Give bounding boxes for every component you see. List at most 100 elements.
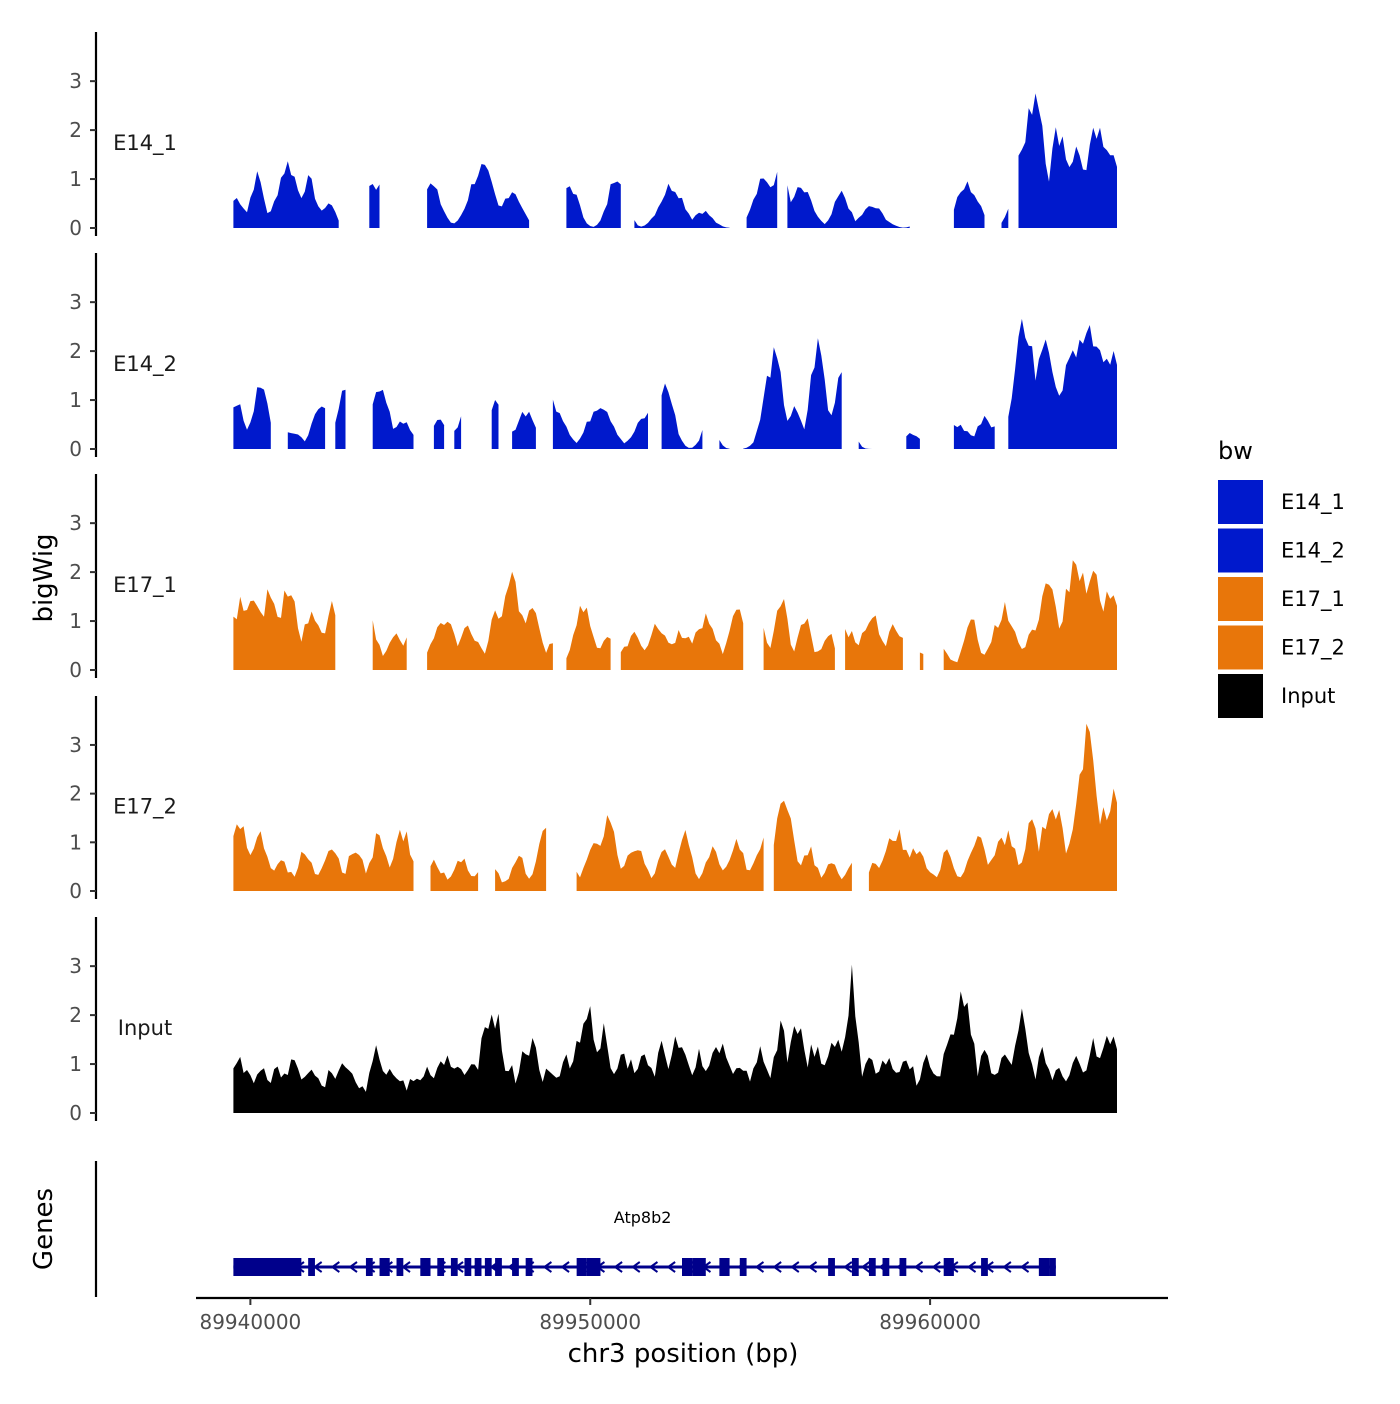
signal-area xyxy=(743,338,842,449)
y-tick-label: 2 xyxy=(69,339,82,363)
gene-exon xyxy=(450,1258,458,1276)
track-input: 0 1 2 3 Input xyxy=(69,917,1117,1125)
y-tick-label: 3 xyxy=(69,511,82,535)
strand-arrow xyxy=(931,1261,941,1273)
y-tick-label: 3 xyxy=(69,954,82,978)
signal-area xyxy=(746,171,778,228)
gene-exon xyxy=(308,1258,315,1276)
signal-area xyxy=(427,571,553,670)
y-tick-label: 1 xyxy=(69,830,82,854)
signal-area xyxy=(620,609,744,670)
x-axis-title: chr3 position (bp) xyxy=(568,1339,799,1369)
signal-area xyxy=(906,433,920,449)
strand-arrow xyxy=(648,1261,659,1273)
strand-arrow xyxy=(860,1261,871,1273)
signal-area xyxy=(454,416,462,449)
strand-arrow xyxy=(560,1261,570,1273)
signal-area xyxy=(233,589,336,670)
strand-arrow xyxy=(754,1261,765,1273)
track-label: E17_2 xyxy=(113,795,177,820)
gene-exon xyxy=(484,1258,492,1276)
strand-arrow xyxy=(542,1261,552,1273)
gene-exon xyxy=(365,1258,373,1276)
gene-exon xyxy=(719,1258,730,1276)
signal-area xyxy=(552,399,648,449)
track-label: E14_2 xyxy=(113,352,177,377)
y-tick-label: 3 xyxy=(69,290,82,314)
signal-area xyxy=(369,184,380,228)
track-label: E14_1 xyxy=(113,131,177,156)
gene-exon xyxy=(437,1258,445,1276)
signal-area xyxy=(233,964,1117,1113)
signal-area xyxy=(868,723,1117,891)
gene-exon xyxy=(1038,1258,1050,1276)
signal-area xyxy=(372,620,407,670)
signal-area xyxy=(287,406,326,449)
strand-arrow xyxy=(1002,1261,1012,1273)
track-label: Input xyxy=(118,1016,172,1040)
legend-label: E17_2 xyxy=(1281,636,1345,661)
gene-name-label: Atp8b2 xyxy=(614,1208,672,1227)
signal-area xyxy=(634,183,730,228)
strand-arrow xyxy=(790,1261,800,1273)
y-tick-label: 2 xyxy=(69,560,82,584)
signal-area xyxy=(433,419,445,449)
signal-area xyxy=(1018,93,1117,229)
y-tick-label: 1 xyxy=(69,1052,82,1076)
legend-swatch xyxy=(1218,625,1263,670)
signal-area xyxy=(566,605,611,670)
signal-area xyxy=(495,827,547,891)
strand-arrow xyxy=(613,1261,623,1273)
y-tick-label: 3 xyxy=(69,69,82,93)
gene-exon xyxy=(868,1258,876,1276)
signal-area xyxy=(576,815,764,891)
strand-arrow xyxy=(348,1261,358,1273)
signal-area xyxy=(335,389,346,449)
strand-arrow xyxy=(807,1261,818,1273)
strand-arrow xyxy=(330,1261,340,1273)
track-e17-2: 0 1 2 3 E17_2 xyxy=(69,696,1117,903)
signal-area xyxy=(491,400,499,449)
track-e14-2: 0 1 2 3 E14_2 xyxy=(69,253,1117,461)
strand-arrow xyxy=(913,1261,924,1273)
y-tick-label: 0 xyxy=(69,1101,82,1125)
signal-area xyxy=(845,615,903,670)
strand-arrow xyxy=(1019,1261,1030,1273)
x-tick-label: 89950000 xyxy=(539,1310,641,1334)
signal-area xyxy=(787,185,910,228)
gene-exon xyxy=(233,1258,302,1276)
gene-exon xyxy=(576,1258,587,1276)
strand-arrow xyxy=(843,1261,853,1273)
legend-label: Input xyxy=(1281,684,1335,708)
y-tick-label: 1 xyxy=(69,167,82,191)
x-tick-label: 89960000 xyxy=(879,1310,981,1334)
signal-area xyxy=(763,599,835,670)
gene-exon xyxy=(512,1258,519,1276)
gene-exon xyxy=(739,1258,747,1276)
gene-exon xyxy=(379,1258,390,1276)
strand-arrow xyxy=(966,1261,977,1273)
legend-swatch xyxy=(1218,674,1263,718)
signal-area xyxy=(919,652,924,670)
signal-area xyxy=(953,181,985,228)
signal-area xyxy=(233,824,414,891)
x-axis: 89940000 89950000 89960000 xyxy=(196,1296,1168,1334)
gene-exon xyxy=(943,1258,954,1276)
legend-label: E14_2 xyxy=(1281,539,1345,564)
gene-exon xyxy=(586,1258,601,1276)
track-e14-1: 0 1 2 3 E14_1 xyxy=(69,32,1117,240)
signal-area xyxy=(719,440,730,449)
signal-area xyxy=(430,858,479,891)
strand-arrow xyxy=(666,1261,676,1273)
y-axis-title: bigWig xyxy=(29,533,59,622)
gene-exon xyxy=(692,1258,706,1276)
legend-swatch xyxy=(1218,577,1263,621)
y-tick-label: 2 xyxy=(69,1003,82,1027)
signal-area xyxy=(1001,208,1009,228)
y-tick-label: 0 xyxy=(69,879,82,903)
genes-panel: Atp8b2 xyxy=(94,1161,1056,1297)
signal-area xyxy=(661,383,703,449)
signal-area xyxy=(233,387,271,449)
gene-exon xyxy=(682,1258,693,1276)
signal-area xyxy=(943,560,1117,670)
